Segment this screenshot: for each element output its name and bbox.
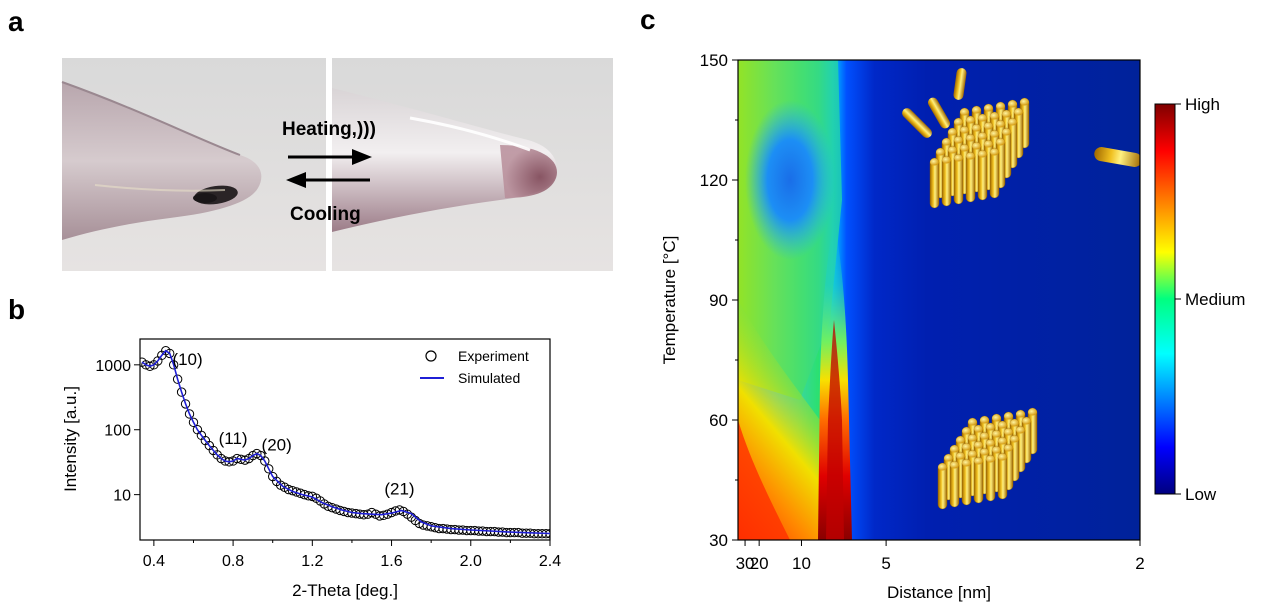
x-tick-label-c: 20 bbox=[750, 554, 769, 573]
peak-label: (10) bbox=[172, 350, 202, 369]
experiment-point bbox=[176, 387, 187, 397]
y-tick-label-c: 120 bbox=[700, 171, 728, 190]
experiment-point bbox=[367, 507, 377, 518]
legend-b: Experiment Simulated bbox=[420, 348, 529, 386]
x-tick-label-c: 30 bbox=[736, 554, 755, 573]
x-tick-label-b: 2.4 bbox=[539, 553, 561, 570]
y-tick-label-c: 60 bbox=[709, 411, 728, 430]
heating-arrow bbox=[288, 149, 372, 165]
x-axis-label-c: Distance [nm] bbox=[887, 583, 991, 602]
x-axis-b: 0.4 0.8 1.2 1.6 2.0 2.4 bbox=[143, 540, 561, 570]
y-tick-label-c: 150 bbox=[700, 51, 728, 70]
peak-label: (11) bbox=[219, 429, 248, 448]
y-axis-label-c: Temperature [°C] bbox=[660, 236, 679, 365]
x-tick-label-b: 1.6 bbox=[380, 553, 402, 570]
experiment-point bbox=[172, 374, 183, 384]
cooling-arrow bbox=[286, 172, 370, 188]
photo-left-tube bbox=[61, 58, 326, 271]
experiment-point bbox=[168, 360, 179, 370]
peak-label: (21) bbox=[384, 480, 414, 499]
experiment-point bbox=[264, 464, 274, 474]
panel-b-chart: 0.4 0.8 1.2 1.6 2.0 2.4 10 100 1000 (10) (11) (20… bbox=[61, 338, 561, 600]
y-tick-label-c: 30 bbox=[709, 531, 728, 550]
colorbar-gradient bbox=[1154, 103, 1176, 495]
experiment-point bbox=[394, 505, 405, 515]
x-axis-label-b: 2-Theta [deg.] bbox=[292, 581, 398, 600]
panel-label-a: a bbox=[8, 6, 24, 37]
cooling-label: Cooling bbox=[290, 204, 361, 225]
experiment-point bbox=[184, 409, 195, 419]
experiment-point bbox=[224, 457, 234, 467]
experiment-point bbox=[240, 455, 250, 465]
peak-annotations: (10) (11) (20) (21) bbox=[172, 350, 414, 499]
heating-label: Heating,))) bbox=[282, 119, 376, 140]
panel-a-photos: Heating,))) Cooling bbox=[61, 58, 613, 271]
y-axis-b: 10 100 1000 bbox=[95, 358, 140, 505]
colorbar-label-high: High bbox=[1185, 95, 1220, 114]
x-tick-label-b: 0.8 bbox=[222, 553, 244, 570]
colorbar-label-low: Low bbox=[1185, 485, 1217, 504]
legend-label-experiment: Experiment bbox=[458, 348, 529, 364]
plot-b-frame bbox=[139, 338, 551, 541]
x-tick-label-c: 5 bbox=[881, 554, 890, 573]
colorbar: High Medium Low bbox=[1154, 95, 1245, 504]
nanorod-disordered-illustration bbox=[902, 68, 1140, 209]
y-tick-label-b: 1000 bbox=[95, 358, 131, 375]
x-tick-label-b: 1.2 bbox=[301, 553, 323, 570]
nanorod-ordered-illustration bbox=[937, 407, 1038, 510]
experiment-point bbox=[188, 417, 199, 428]
y-tick-label-c: 90 bbox=[709, 291, 728, 310]
photo-right-tube bbox=[332, 58, 613, 271]
legend-label-simulated: Simulated bbox=[458, 370, 520, 386]
y-axis-c: 30 60 90 120 150 bbox=[700, 51, 738, 550]
experiment-point bbox=[165, 348, 175, 359]
simulated-series-line bbox=[141, 349, 550, 535]
peak-label: (20) bbox=[262, 435, 292, 454]
x-tick-label-b: 2.0 bbox=[460, 553, 482, 570]
experiment-point bbox=[260, 456, 270, 466]
panel-label-b: b bbox=[8, 294, 26, 325]
x-tick-label-b: 0.4 bbox=[143, 553, 165, 570]
y-axis-label-b: Intensity [a.u.] bbox=[61, 386, 80, 492]
x-tick-label-c: 2 bbox=[1135, 554, 1144, 573]
legend-marker-experiment bbox=[425, 350, 437, 362]
experiment-point bbox=[145, 361, 155, 371]
heatmap-image bbox=[738, 60, 1140, 540]
panel-label-c: c bbox=[640, 4, 656, 35]
y-tick-label-b: 10 bbox=[113, 488, 131, 505]
y-tick-label-b: 100 bbox=[104, 423, 131, 440]
x-tick-label-c: 10 bbox=[792, 554, 811, 573]
colorbar-label-medium: Medium bbox=[1185, 290, 1245, 309]
experiment-point bbox=[180, 399, 191, 409]
